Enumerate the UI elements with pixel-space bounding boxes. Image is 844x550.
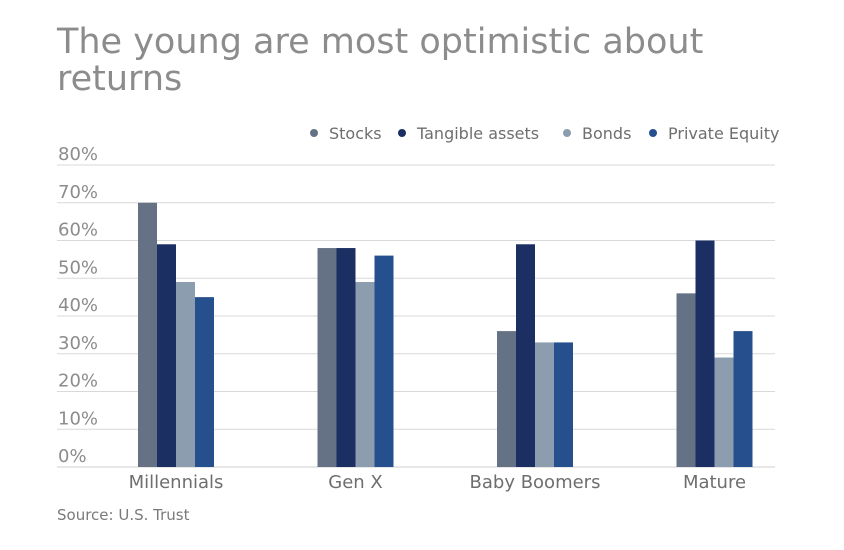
legend-label: Bonds <box>582 124 631 143</box>
bar-bonds <box>714 357 734 467</box>
bar-bonds <box>535 342 554 467</box>
y-tick-label: 70% <box>58 182 98 203</box>
legend-label: Private Equity <box>668 124 779 143</box>
bar-private-equity <box>195 297 214 467</box>
y-tick-label: 20% <box>58 371 98 392</box>
bar-tangible-assets <box>157 244 176 467</box>
x-tick-label: Gen X <box>328 472 382 493</box>
x-axis-ticks: Millennials Gen X Baby Boomers Mature <box>129 472 746 493</box>
bar-private-equity <box>733 331 753 467</box>
legend-marker <box>310 129 318 137</box>
x-tick-label: Mature <box>683 472 746 493</box>
legend-label: Tangible assets <box>416 124 539 143</box>
y-tick-label: 30% <box>58 333 98 354</box>
y-tick-label: 80% <box>58 144 98 165</box>
legend-marker <box>563 129 571 137</box>
source-note: Source: U.S. Trust <box>57 506 190 524</box>
y-axis-ticks: 0% 10% 20% 30% 40% 50% 60% 70% 80% <box>58 144 98 467</box>
bar-stocks <box>676 293 696 467</box>
legend-marker <box>649 129 657 137</box>
x-tick-label: Millennials <box>129 472 224 493</box>
bar-stocks <box>138 202 157 467</box>
bars <box>138 202 753 467</box>
chart-title: The young are most optimistic about retu… <box>57 22 704 99</box>
bar-chart: 0% 10% 20% 30% 40% 50% 60% 70% 80% Millennials Ge… <box>57 124 779 493</box>
y-tick-label: 40% <box>58 295 98 316</box>
bar-tangible-assets <box>695 240 715 467</box>
bar-bonds <box>176 282 195 467</box>
bar-stocks <box>317 248 337 467</box>
bar-private-equity <box>374 255 394 467</box>
x-tick-label: Baby Boomers <box>470 472 601 493</box>
legend: Stocks Tangible assets Bonds Private Equity <box>310 124 779 143</box>
bar-tangible-assets <box>336 248 356 467</box>
y-tick-label: 50% <box>58 257 98 278</box>
bar-tangible-assets <box>516 244 535 467</box>
bar-stocks <box>497 331 516 467</box>
legend-label: Stocks <box>329 124 382 143</box>
bar-private-equity <box>554 342 573 467</box>
y-tick-label: 0% <box>58 446 87 467</box>
y-tick-label: 60% <box>58 220 98 241</box>
y-tick-label: 10% <box>58 408 98 429</box>
bar-bonds <box>355 282 375 467</box>
legend-marker <box>398 129 406 137</box>
